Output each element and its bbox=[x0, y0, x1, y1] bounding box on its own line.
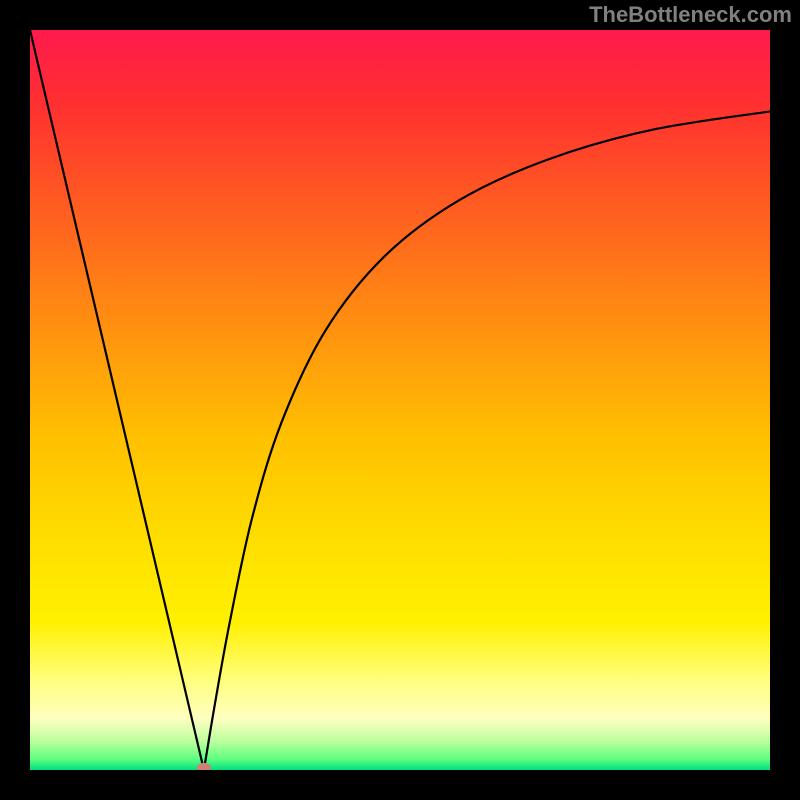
chart-svg bbox=[30, 30, 770, 770]
watermark-text: TheBottleneck.com bbox=[589, 2, 792, 28]
gradient-background bbox=[30, 30, 770, 770]
plot-area bbox=[30, 30, 770, 770]
frame-right bbox=[770, 0, 800, 800]
chart-container: TheBottleneck.com bbox=[0, 0, 800, 800]
frame-bottom bbox=[0, 770, 800, 800]
frame-left bbox=[0, 0, 30, 800]
